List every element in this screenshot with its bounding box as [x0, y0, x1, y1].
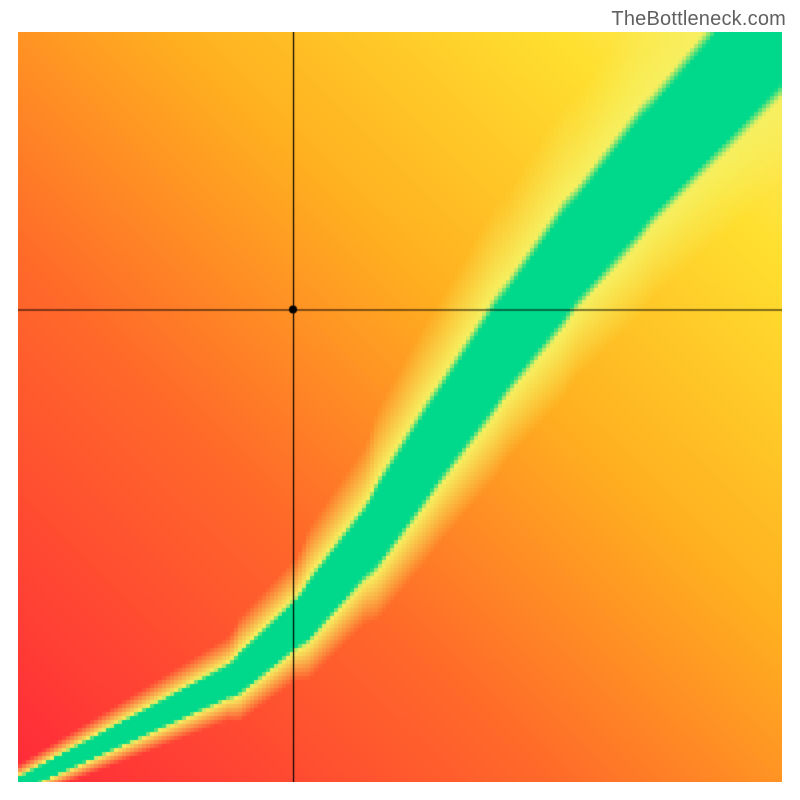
watermark-text: TheBottleneck.com — [611, 8, 786, 31]
heatmap-canvas — [18, 32, 782, 782]
heatmap-plot — [18, 32, 782, 782]
chart-container: TheBottleneck.com — [0, 0, 800, 800]
